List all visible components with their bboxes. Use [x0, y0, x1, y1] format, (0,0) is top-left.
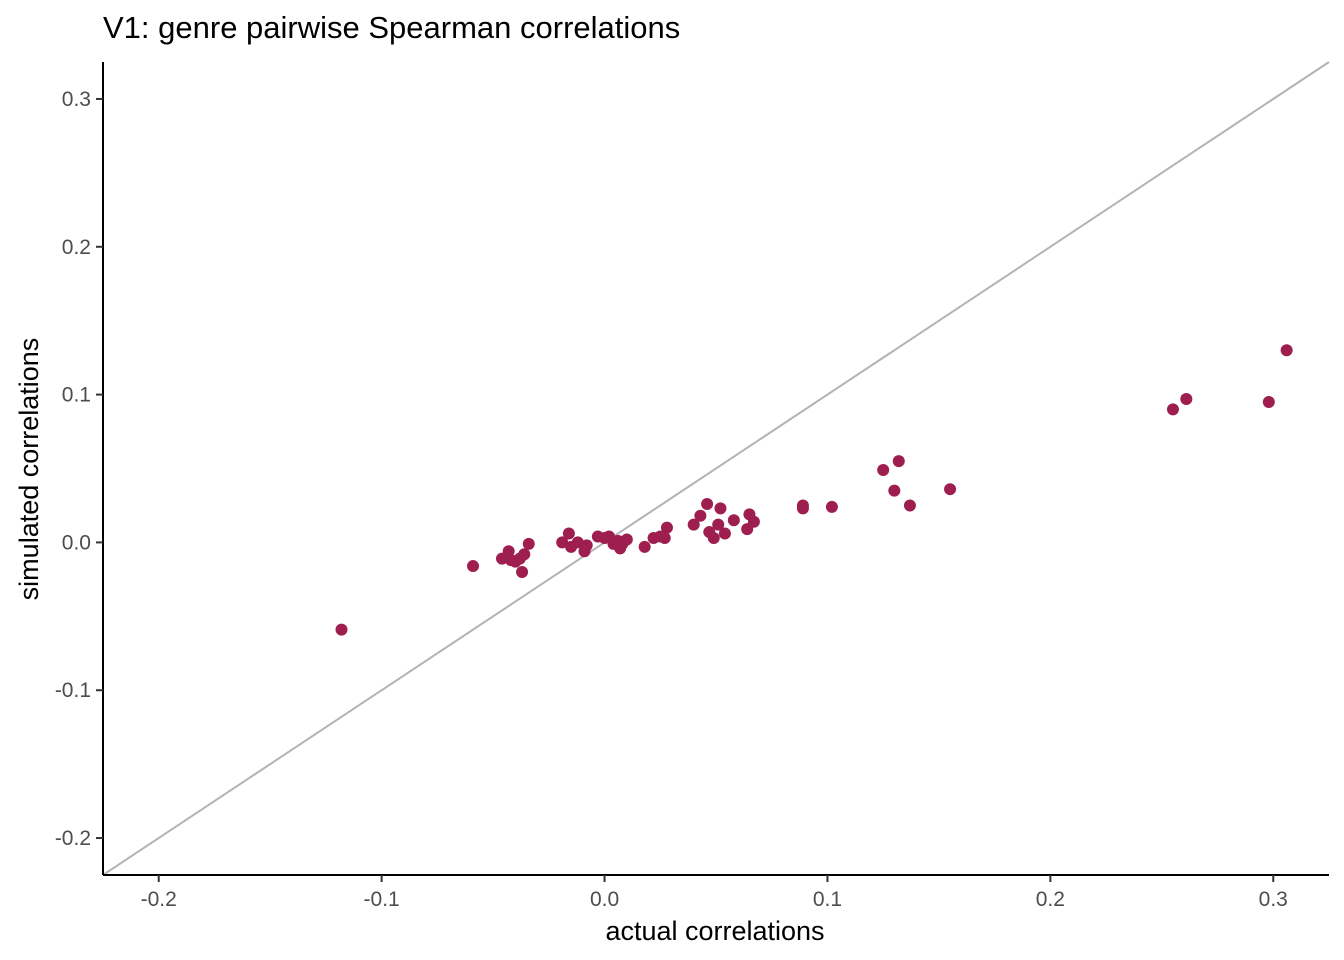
x-tick-label: 0.3 — [1259, 888, 1288, 911]
data-point — [796, 502, 809, 515]
y-tick-label: -0.1 — [55, 679, 91, 702]
data-point — [660, 521, 673, 534]
x-tick-label: 0.0 — [590, 888, 619, 911]
data-point — [892, 455, 905, 468]
y-tick-label: 0.1 — [62, 384, 91, 407]
x-tick-label: 0.2 — [1036, 888, 1065, 911]
identity-reference-line — [102, 61, 1330, 876]
data-point — [888, 484, 901, 497]
data-point — [556, 536, 569, 549]
y-axis-label: simulated correlations — [14, 338, 44, 601]
data-point — [701, 497, 714, 510]
data-point — [687, 518, 700, 531]
data-point — [718, 527, 731, 540]
data-point — [562, 527, 575, 540]
y-axis-ticks: -0.2 -0.1 0.0 0.1 0.2 0.3 — [55, 88, 103, 850]
x-tick-label: -0.1 — [364, 888, 400, 911]
data-point — [1280, 344, 1293, 357]
y-tick-label: -0.2 — [55, 827, 91, 850]
x-axis-label: actual correlations — [605, 916, 824, 946]
data-point — [620, 533, 633, 546]
data-point — [877, 463, 890, 476]
data-points — [335, 344, 1293, 636]
y-tick-label: 0.0 — [62, 531, 91, 554]
data-point — [467, 560, 480, 573]
chart-title: V1: genre pairwise Spearman correlations — [103, 10, 680, 45]
x-tick-label: -0.2 — [141, 888, 177, 911]
data-point — [1262, 395, 1275, 408]
data-point — [580, 539, 593, 552]
data-point — [707, 531, 720, 544]
y-tick-label: 0.3 — [62, 88, 91, 111]
data-point — [1166, 403, 1179, 416]
data-point — [712, 518, 725, 531]
data-point — [694, 509, 707, 522]
data-point — [658, 531, 671, 544]
y-tick-label: 0.2 — [62, 236, 91, 259]
data-point — [714, 502, 727, 515]
data-point — [747, 515, 760, 528]
data-point — [518, 548, 531, 561]
data-point — [1180, 393, 1193, 406]
data-point — [516, 565, 529, 578]
data-point — [825, 500, 838, 513]
data-point — [638, 540, 651, 553]
data-point — [903, 499, 916, 512]
x-tick-label: 0.1 — [813, 888, 842, 911]
data-point — [944, 483, 957, 496]
x-axis-ticks: -0.2 -0.1 0.0 0.1 0.2 0.3 — [141, 875, 1288, 911]
data-point — [335, 623, 348, 636]
data-point — [522, 537, 535, 550]
data-point — [727, 514, 740, 527]
